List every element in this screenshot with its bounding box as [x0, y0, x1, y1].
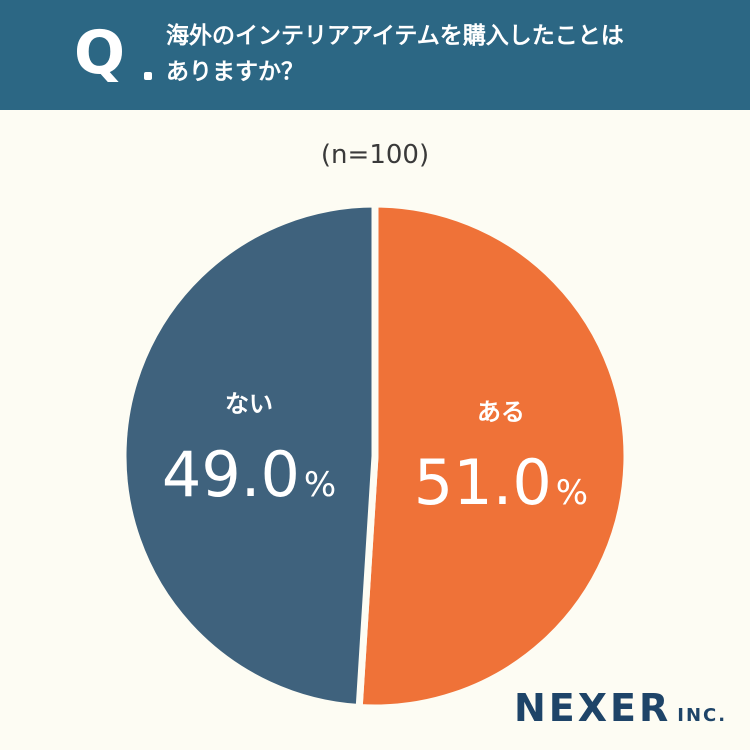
logo-main: NEXER: [514, 686, 672, 730]
sample-size-label: (n=100): [320, 140, 430, 170]
pie-slice-0: [355, 200, 631, 712]
pie-slice-value-1: 49.0%: [162, 438, 336, 511]
q-label: Q: [74, 18, 126, 88]
pie-slice-1: [119, 200, 379, 712]
question-line-1: 海外のインテリアアイテムを購入したことは: [166, 23, 624, 49]
q-dot-icon: [144, 72, 152, 80]
question-line-2: ありますか？: [166, 59, 304, 85]
pie-slice-label-0: ある: [477, 398, 525, 426]
question-header: Q 海外のインテリアアイテムを購入したことは ありますか？: [0, 0, 750, 110]
logo-sub: INC.: [677, 705, 728, 726]
question-text: 海外のインテリアアイテムを購入したことは ありますか？: [166, 18, 726, 90]
nexer-logo: NEXER INC.: [514, 686, 727, 730]
pie-slice-value-0: 51.0%: [414, 446, 588, 519]
pie-slice-label-1: ない: [225, 390, 273, 418]
